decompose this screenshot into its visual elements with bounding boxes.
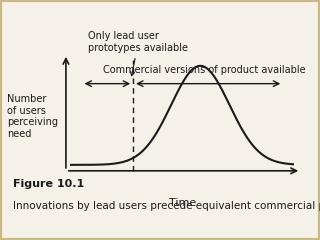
Text: Time: Time: [169, 198, 196, 208]
Text: Figure 10.1: Figure 10.1: [13, 179, 84, 189]
Text: Commercial versions of product available: Commercial versions of product available: [103, 65, 306, 75]
Text: Number
of users
perceiving
need: Number of users perceiving need: [7, 94, 58, 139]
Text: Only lead user
prototypes available: Only lead user prototypes available: [88, 31, 188, 76]
Text: Innovations by lead users precede equivalent commercial products.: Innovations by lead users precede equiva…: [13, 201, 320, 211]
